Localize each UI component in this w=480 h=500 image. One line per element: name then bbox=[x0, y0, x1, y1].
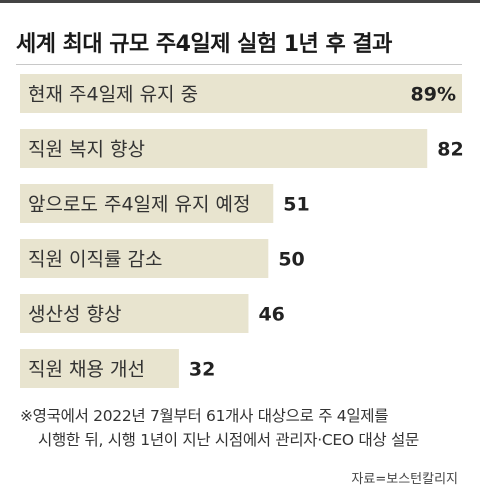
top-rule bbox=[0, 0, 480, 3]
bar-3 bbox=[20, 239, 269, 278]
bar-0 bbox=[20, 74, 462, 113]
footnote-line-1: ※영국에서 2022년 7월부터 61개사 대상으로 주 4일제를 bbox=[20, 407, 389, 425]
bar-5 bbox=[20, 349, 179, 388]
source-credit: 자료=보스턴칼리지 bbox=[351, 472, 458, 487]
title-divider bbox=[16, 64, 462, 65]
chart-title: 세계 최대 규모 주4일제 실험 1년 후 결과 bbox=[16, 32, 392, 57]
bar-label-0: 현재 주4일제 유지 중 bbox=[28, 84, 198, 106]
value-label-4: 46 bbox=[258, 304, 284, 326]
bar-1 bbox=[20, 129, 428, 168]
value-label-2: 51 bbox=[283, 194, 309, 216]
bar-2 bbox=[20, 184, 274, 223]
bar-chart: 현재 주4일제 유지 중 89% 직원 복지 향상 82 앞으로도 주4일제 유지 예정… bbox=[20, 74, 464, 388]
value-label-1: 82 bbox=[437, 139, 463, 161]
bar-label-2: 앞으로도 주4일제 유지 예정 bbox=[28, 194, 251, 216]
bar-label-1: 직원 복지 향상 bbox=[28, 139, 145, 161]
bar-label-5: 직원 채용 개선 bbox=[28, 359, 145, 381]
value-label-5: 32 bbox=[189, 359, 215, 381]
footnote: ※영국에서 2022년 7월부터 61개사 대상으로 주 4일제를 시행한 뒤,… bbox=[20, 404, 419, 452]
footnote-line-2: 시행한 뒤, 시행 1년이 지난 시점에서 관리자·CEO 대상 설문 bbox=[38, 431, 419, 449]
value-label-0: 89% bbox=[411, 84, 456, 106]
bar-label-3: 직원 이직률 감소 bbox=[28, 249, 162, 271]
bar-label-4: 생산성 향상 bbox=[28, 304, 121, 326]
bar-4 bbox=[20, 294, 249, 333]
value-label-3: 50 bbox=[278, 249, 304, 271]
